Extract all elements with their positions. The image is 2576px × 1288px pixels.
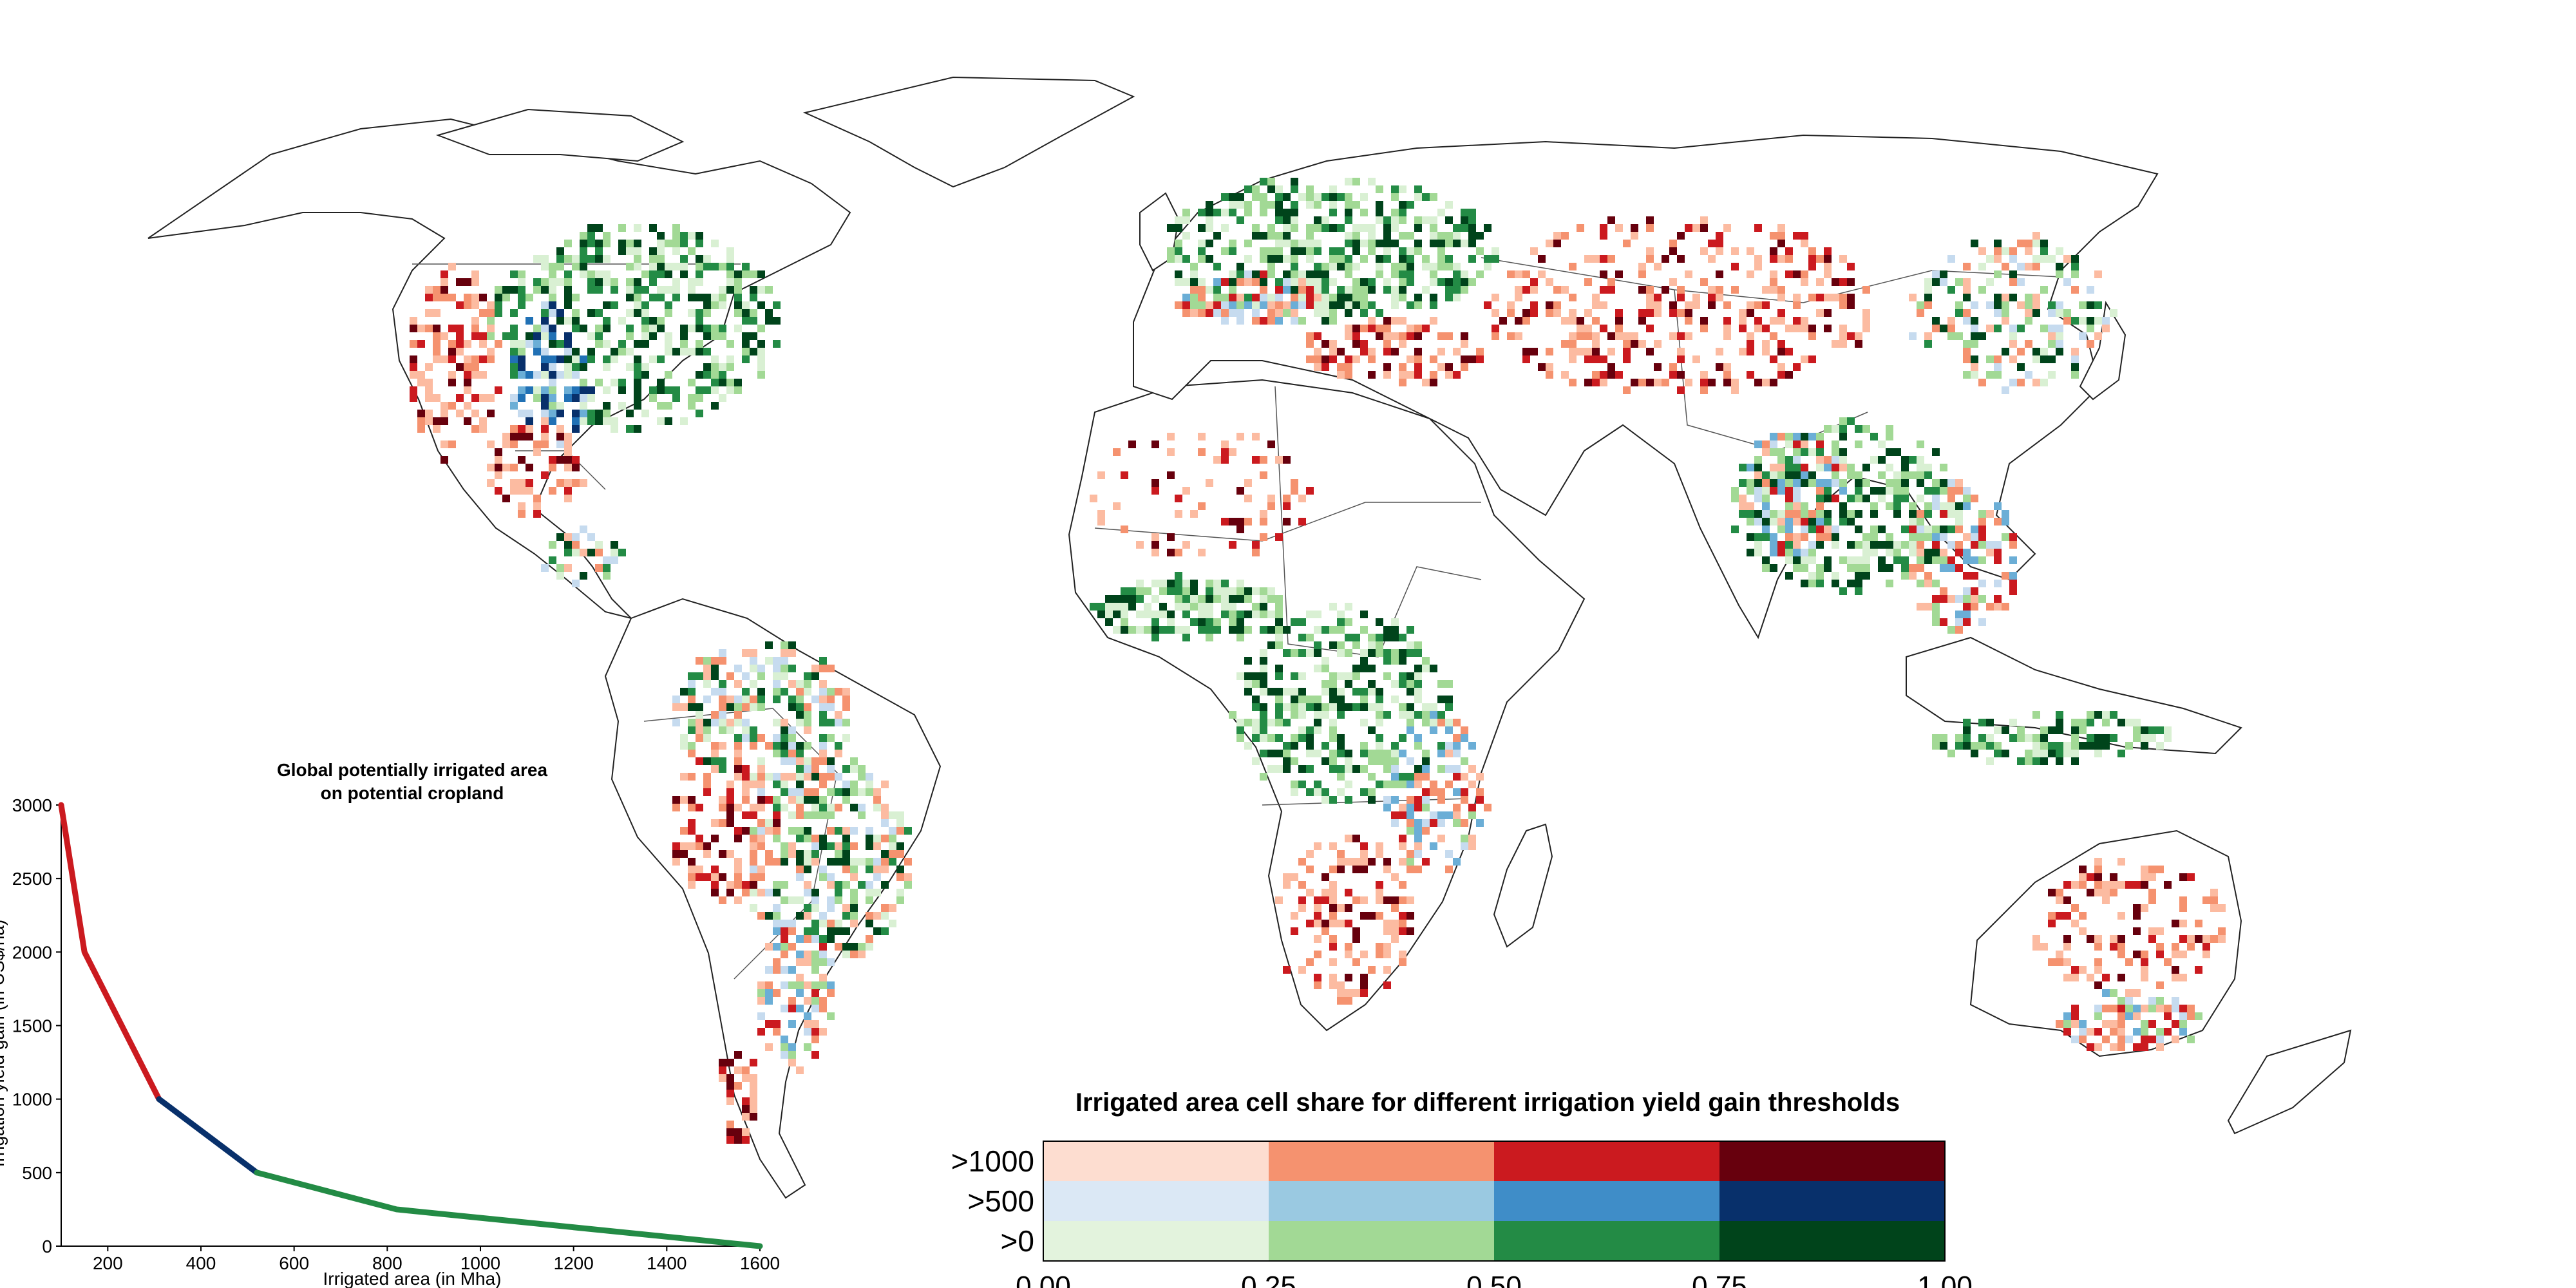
legend-tick-label: 0.50 [1466, 1271, 1522, 1288]
inset-y-tick-label: 500 [22, 1163, 52, 1183]
japan [2079, 301, 2126, 401]
legend-swatch [1719, 1221, 1945, 1261]
legend-swatch [1269, 1181, 1494, 1221]
legend-swatch [1719, 1181, 1945, 1221]
inset-y-tick-label: 2500 [12, 869, 52, 889]
inset-x-tick-label: 1400 [647, 1253, 687, 1273]
inset-line-chart: 0 500 1000 1500 2000 2500 3000 200 400 600 800 1000… [0, 795, 780, 1288]
inset-title: Global potentially irrigated area on pot… [213, 759, 612, 805]
inset-series-line [58, 802, 162, 1103]
inset-x-tick-label: 200 [93, 1253, 123, 1273]
inset-title-line1: Global potentially irrigated area [276, 760, 548, 780]
inset-y-tick-label: 2000 [12, 942, 52, 962]
new-zealand [2227, 1029, 2352, 1135]
legend-row-label: >1000 [951, 1144, 1034, 1178]
inset-y-axis-label: Irrigation yield gain (in US$/ha) [0, 920, 8, 1167]
irrigation-cells [410, 178, 2226, 1144]
inset-x-tick-label: 1000 [460, 1253, 500, 1273]
legend-frame [1043, 1141, 1946, 1262]
legend-tick-label: 0.00 [1016, 1271, 1071, 1288]
inset-x-tick-label: 1600 [740, 1253, 780, 1273]
madagascar [1493, 823, 1553, 948]
inset-y-tick-label: 0 [42, 1236, 52, 1256]
inset-x-axis-label: Irrigated area (in Mha) [323, 1269, 501, 1288]
legend-swatch [1043, 1141, 1269, 1181]
legend-row-label: >500 [967, 1184, 1034, 1218]
legend-row-label: >0 [1001, 1224, 1034, 1258]
inset-x-tick-label: 800 [372, 1253, 402, 1273]
legend-swatch [1269, 1141, 1494, 1181]
legend-title: Irrigated area cell share for different … [1075, 1088, 1900, 1117]
north-america [147, 118, 851, 620]
legend-swatch [1719, 1141, 1945, 1181]
legend-swatch [1269, 1221, 1494, 1261]
legend-swatch [1494, 1181, 1719, 1221]
inset-y-tick-label: 1500 [12, 1016, 52, 1036]
legend-swatch [1494, 1141, 1719, 1181]
legend-swatch [1043, 1181, 1269, 1221]
legend-swatch [1494, 1221, 1719, 1261]
inset-x-tick-label: 1200 [554, 1253, 594, 1273]
inset-x-tick-label: 600 [279, 1253, 309, 1273]
legend-tick-label: 1.00 [1917, 1271, 1973, 1288]
canadian-arctic [435, 108, 685, 162]
inset-series-line [254, 1170, 763, 1249]
greenland [802, 76, 1135, 188]
legend-tick-label: 0.75 [1692, 1271, 1747, 1288]
legend-tick-label: 0.25 [1241, 1271, 1296, 1288]
inset-x-tick-label: 400 [186, 1253, 216, 1273]
inset-series-line [156, 1096, 260, 1176]
legend-swatch [1043, 1221, 1269, 1261]
inset-y-tick-label: 3000 [12, 795, 52, 815]
inset-title-line2: on potential cropland [320, 783, 504, 803]
inset-y-tick-label: 1000 [12, 1090, 52, 1110]
inset-axes: 0 500 1000 1500 2000 2500 3000 200 400 600 800 1000… [12, 795, 780, 1273]
color-legend: >1000 >500 >0 0.00 0.25 0.50 0.75 1.00 [951, 1141, 1973, 1288]
inset-series [58, 802, 763, 1249]
